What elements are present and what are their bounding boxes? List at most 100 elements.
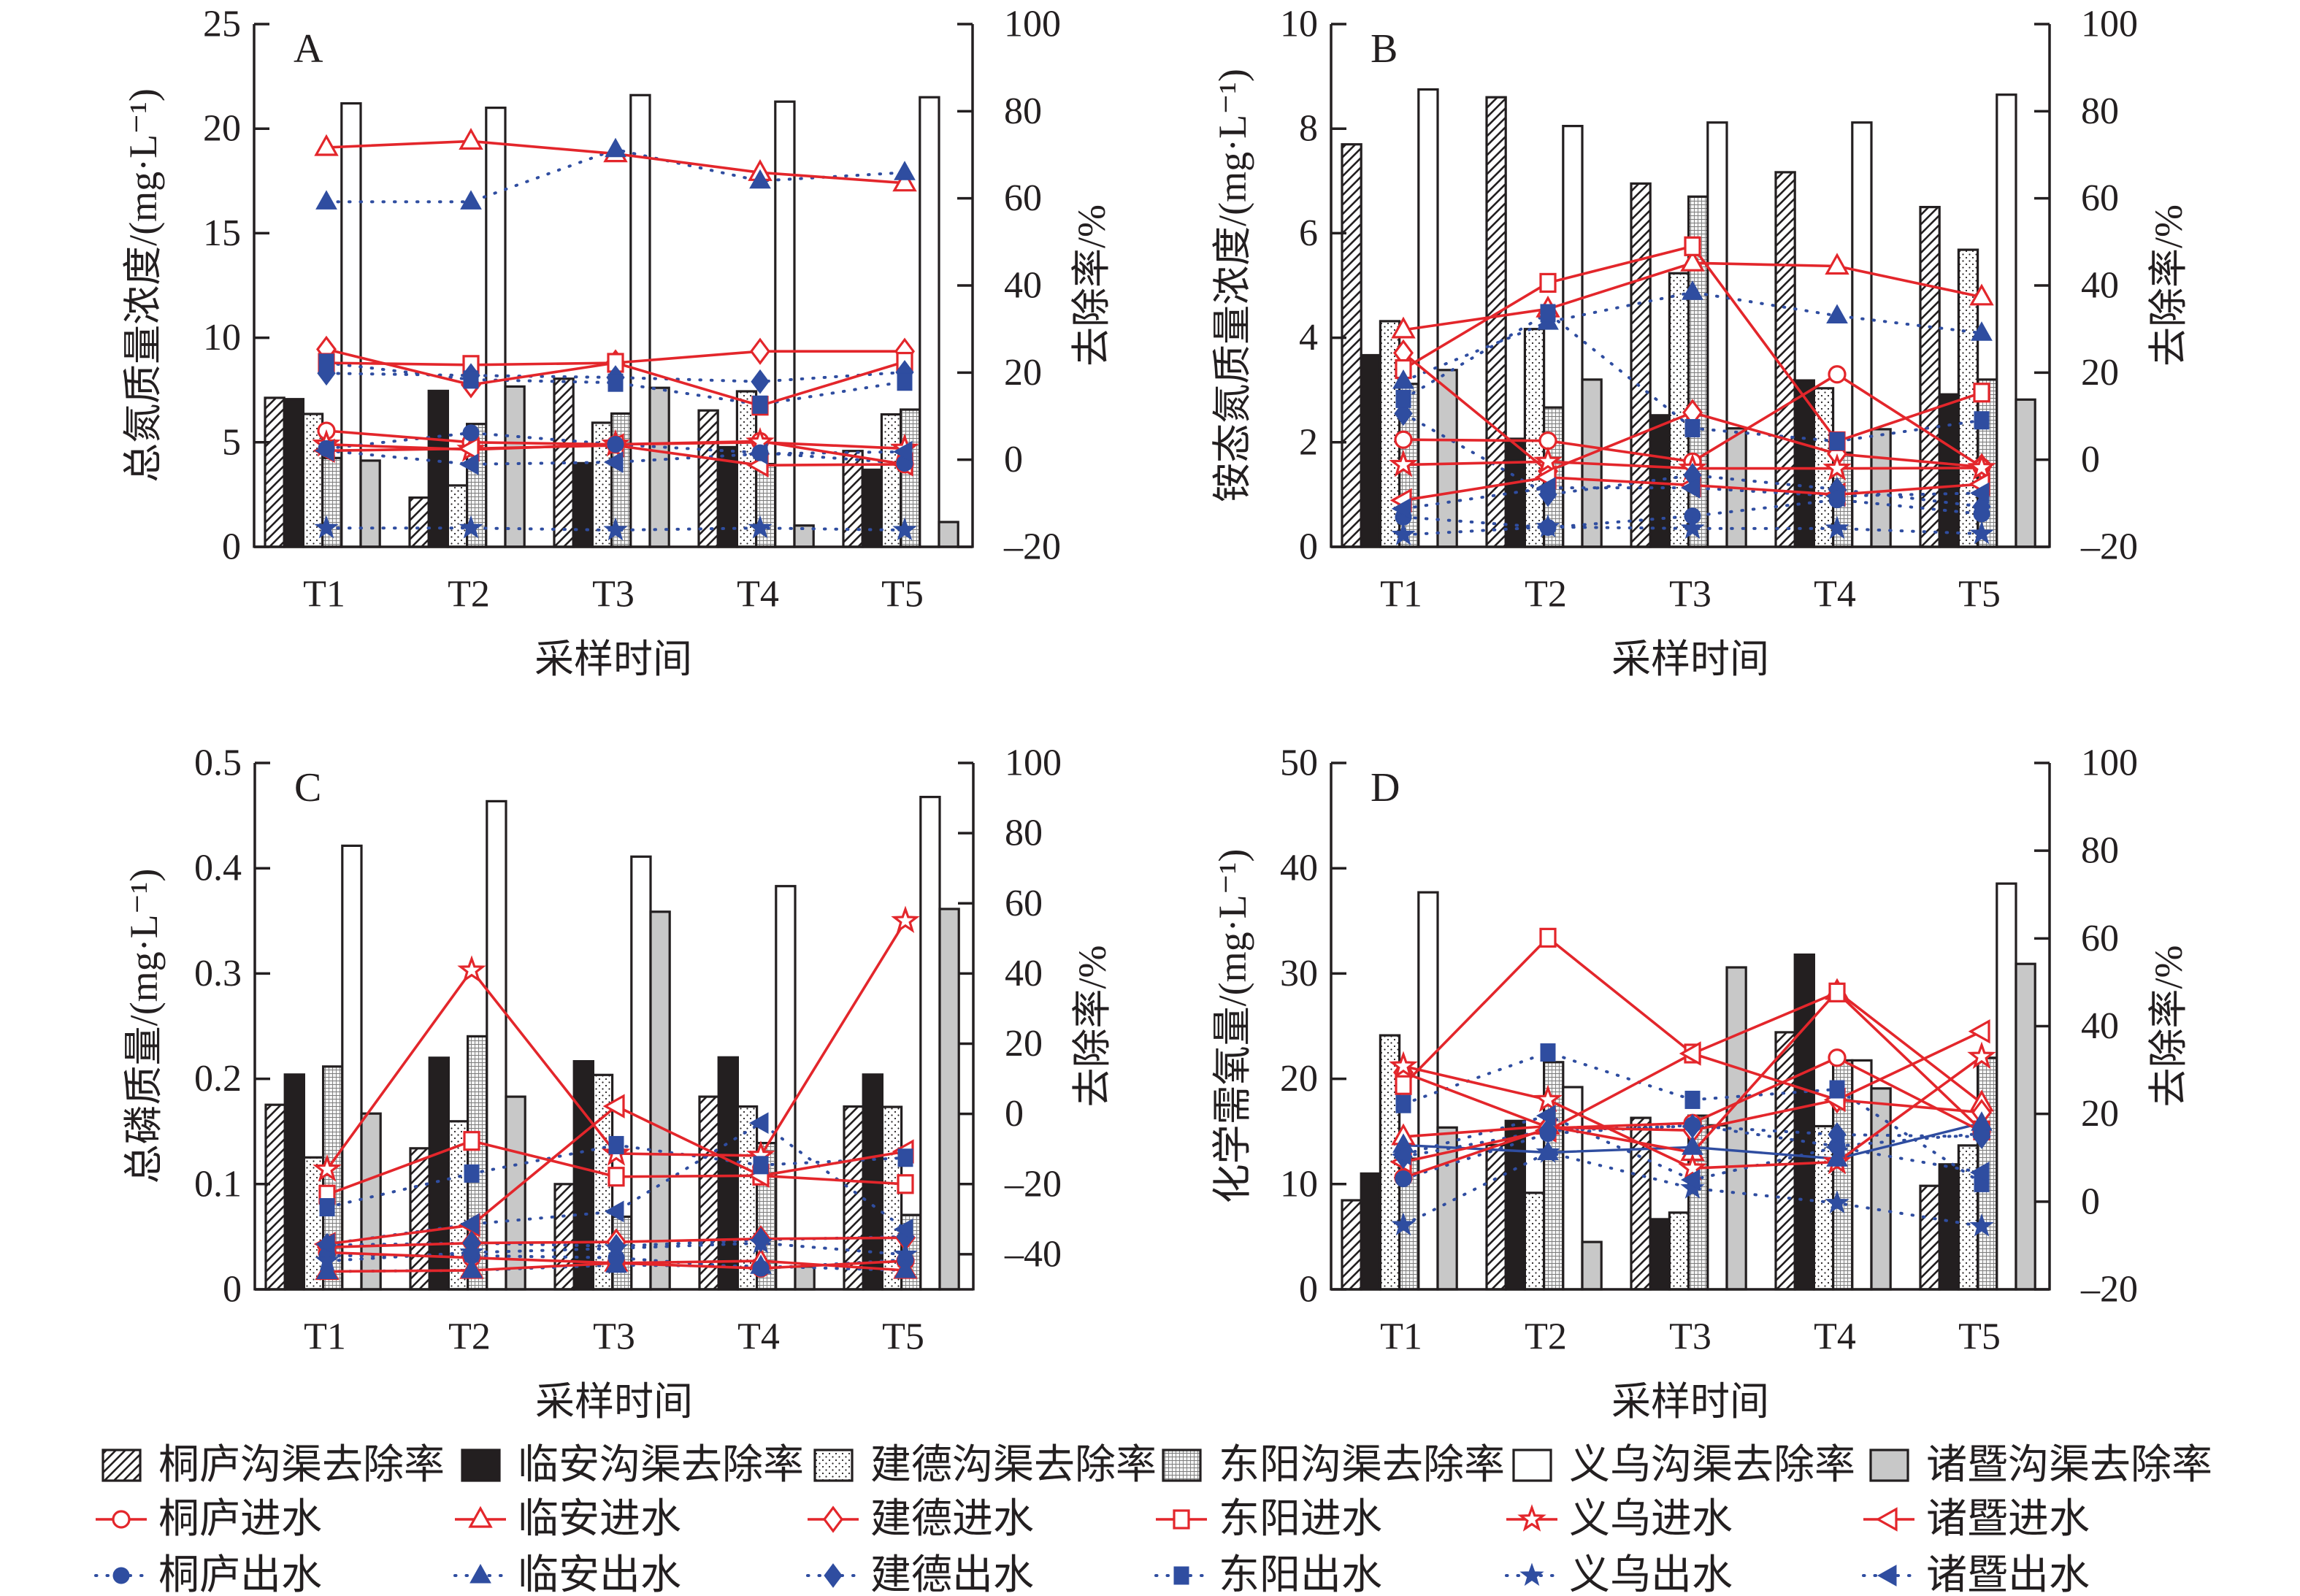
marker-dongyang-outflow-t2 <box>463 370 479 389</box>
series-markers <box>313 905 920 1281</box>
marker-yiwu-inflow-t2 <box>457 955 486 983</box>
left-tick-label: 0.5 <box>194 743 242 784</box>
legend-item-linan-outflow: 临安出水 <box>453 1553 681 1596</box>
bar-tonglu-t2 <box>408 496 430 548</box>
right-tick-label: 80 <box>2081 91 2119 132</box>
legend-label: 诸暨进水 <box>1926 1497 2090 1542</box>
right-tick-label: 40 <box>2081 265 2119 307</box>
legend-item-jiande-removal: 建德沟渠去除率 <box>813 1443 1157 1488</box>
star-marker-icon <box>1517 1504 1546 1532</box>
marker-dongyang-inflow-t5 <box>1973 383 1990 403</box>
marker-dongyang-outflow-t1 <box>1395 389 1411 408</box>
marker-yiwu-outflow-t3 <box>603 517 628 541</box>
marker-linan-outflow-t3 <box>1682 280 1703 300</box>
right-axis-title: 去除率/% <box>2147 204 2190 367</box>
marker-tonglu-outflow-t1 <box>1395 1170 1412 1188</box>
marker-tonglu-inflow-t4 <box>1828 1048 1847 1067</box>
marker-dongyang-outflow-t2 <box>1540 304 1556 323</box>
marker-yiwu-inflow-t1 <box>1389 1051 1418 1079</box>
bar-yiwu-t5 <box>919 96 940 548</box>
right-tick-label: 100 <box>2081 4 2138 45</box>
legend-item-dongyang-outflow: 东阳出水 <box>1154 1553 1382 1596</box>
bar-series <box>1341 882 2036 1291</box>
marker-dongyang-outflow-t5 <box>897 372 913 391</box>
axes: 0 10 20 30 40 50 –20 0 20 40 60 80 100 T1 T2 T3 T4 T5 采样时间… <box>1211 743 2190 1424</box>
marker-zhuji-inflow-t3 <box>1679 1041 1701 1066</box>
marker-linan-inflow-t5 <box>1969 283 1994 306</box>
right-tick-label: 80 <box>1005 813 1043 854</box>
marker-linan-outflow-t4 <box>1826 1147 1848 1167</box>
category-label: T1 <box>1380 1316 1422 1358</box>
bar-zhuji-t2 <box>1581 1240 1603 1291</box>
right-tick-label: 100 <box>1004 4 1061 45</box>
left-tick-label: 0.3 <box>194 953 242 994</box>
marker-linan-outflow-t4 <box>1826 304 1848 323</box>
marker-linan-outflow-t3 <box>1682 1135 1703 1155</box>
marker-zhuji-outflow-t4 <box>1825 485 1845 507</box>
marker-yiwu-outflow-t3 <box>604 1235 629 1259</box>
right-tick-label: –20 <box>1003 526 1061 568</box>
axes: 0 5 10 15 20 25 –20 0 20 40 60 80 100 T1 T2 T3 T4 T5 采样时间 总… <box>121 4 1113 682</box>
left-tick-label: 0.4 <box>194 848 242 889</box>
legend-item-zhuji-removal: 诸暨沟渠去除率 <box>1869 1443 2212 1488</box>
marker-zhuji-outflow-t5 <box>892 440 913 463</box>
marker-dongyang-outflow-t5 <box>897 1148 913 1167</box>
legend-label: 诸暨出水 <box>1926 1553 2090 1596</box>
category-label: T4 <box>1814 1316 1856 1358</box>
bar-yiwu-t2 <box>485 107 507 548</box>
right-tick-label: 40 <box>1004 265 1042 307</box>
marker-zhuji-outflow-t3 <box>1680 1169 1701 1191</box>
line-zhuji-outflow <box>326 1121 907 1246</box>
panel-b: 0 2 4 6 8 10 –20 0 20 40 60 80 100 T1 T2 T3 T4 T5 采样时间 铵态氮质… <box>1211 4 2190 682</box>
left-axis-title: 化学需氧量/(mg·L⁻¹) <box>1211 849 1254 1204</box>
legend-swatch <box>1162 1449 1202 1482</box>
bar-yiwu-t2 <box>486 799 507 1291</box>
legend-swatch <box>1512 1449 1552 1482</box>
marker-linan-outflow-t2 <box>460 190 482 210</box>
marker-yiwu-inflow-t2 <box>1533 1084 1563 1113</box>
marker-dongyang-outflow-t1 <box>319 1198 335 1217</box>
bar-linan-t1 <box>283 398 305 548</box>
category-label: T1 <box>303 574 345 615</box>
marker-dongyang-inflow-t2 <box>463 1131 480 1151</box>
right-axis-title: 去除率/% <box>1070 945 1114 1108</box>
right-tick-label: –20 <box>2080 526 2138 568</box>
left-tick-label: 20 <box>203 108 241 150</box>
marker-yiwu-outflow-t5 <box>893 1241 918 1265</box>
marker-yiwu-outflow-t4 <box>748 1230 773 1254</box>
bar-yiwu-t1 <box>340 102 362 548</box>
category-label: T1 <box>304 1316 346 1358</box>
bar-yiwu-t4 <box>1851 1059 1873 1291</box>
right-tick-label: 60 <box>1004 177 1042 219</box>
category-label: T5 <box>882 1316 924 1358</box>
right-tick-label: 60 <box>2081 918 2119 959</box>
marker-zhuji-outflow-t2 <box>1536 1105 1556 1127</box>
bar-tonglu-t1 <box>1341 1199 1362 1291</box>
bar-zhuji-t4 <box>794 1265 816 1291</box>
legend-item-yiwu-removal: 义乌沟渠去除率 <box>1512 1443 1855 1488</box>
right-tick-label: –20 <box>1004 1163 1062 1205</box>
bar-tonglu-t5 <box>1919 1184 1941 1291</box>
bar-tonglu-t3 <box>1630 182 1652 548</box>
marker-dongyang-inflow-t2 <box>1539 272 1557 294</box>
panel-letter: C <box>294 765 321 810</box>
marker-dongyang-outflow-t2 <box>464 1164 480 1183</box>
legend-item-tonglu-outflow: 桐庐出水 <box>94 1553 322 1596</box>
left-tick-label: 10 <box>1280 4 1318 45</box>
left-tick-label: 30 <box>1280 953 1318 994</box>
marker-linan-outflow-t4 <box>750 1254 772 1274</box>
bar-tonglu-t2 <box>409 1147 431 1291</box>
bar-yiwu-t4 <box>1851 121 1873 548</box>
marker-zhuji-outflow-t5 <box>1969 1162 1990 1183</box>
marker-tonglu-inflow-t2 <box>1538 431 1557 450</box>
marker-yiwu-inflow-t4 <box>1822 453 1852 481</box>
marker-dongyang-outflow-t4 <box>1829 431 1845 450</box>
left-tick-label: 0 <box>222 526 241 568</box>
marker-tonglu-outflow-t3 <box>607 436 624 453</box>
category-label: T2 <box>448 1316 491 1358</box>
legend-item-tonglu-removal: 桐庐沟渠去除率 <box>101 1443 445 1488</box>
left-tick-label: 40 <box>1280 848 1318 889</box>
marker-zhuji-inflow-t5 <box>1968 1018 1990 1044</box>
bar-tonglu-t4 <box>697 409 719 548</box>
